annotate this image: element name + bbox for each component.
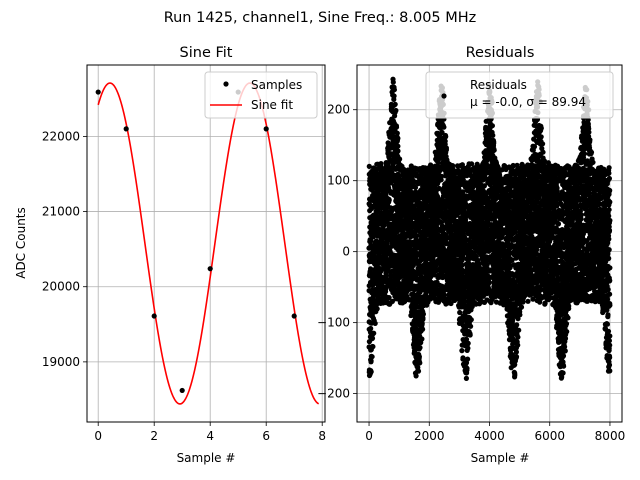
residual-point — [420, 316, 426, 322]
residual-point — [374, 306, 380, 312]
legend-sine-fit-label: Sine fit — [251, 98, 293, 112]
residual-point — [468, 323, 474, 329]
residual-point — [417, 345, 423, 351]
residual-point — [441, 124, 447, 130]
sine-fit-xlabel: Sample # — [177, 451, 236, 465]
residual-point — [513, 354, 520, 360]
sine-fit-xtick-label: 2 — [150, 429, 158, 443]
residual-point — [465, 340, 471, 346]
residual-point — [514, 322, 520, 328]
residual-point — [368, 358, 374, 364]
residual-point — [378, 161, 384, 167]
sample-point — [179, 387, 185, 394]
residual-point — [391, 87, 397, 93]
residual-point — [489, 123, 495, 129]
figure-title: Run 1425, channel1, Sine Freq.: 8.005 MH… — [164, 10, 477, 26]
sample-point — [291, 313, 297, 319]
residual-point — [369, 335, 376, 341]
residual-point — [397, 156, 403, 162]
residual-point — [371, 330, 377, 336]
sine-fit-ytick-label: 19000 — [42, 355, 80, 369]
residual-point — [416, 354, 422, 360]
residual-point — [443, 145, 449, 151]
residual-point — [386, 295, 392, 301]
sample-point — [95, 89, 101, 95]
residual-point — [393, 124, 400, 130]
residual-point — [419, 336, 425, 342]
residual-point — [420, 326, 426, 332]
sine-fit-xtick-label: 4 — [206, 429, 214, 443]
residual-point — [467, 332, 473, 338]
residual-point — [513, 349, 520, 355]
residual-point — [369, 354, 375, 360]
legend-samples-label: Samples — [251, 78, 302, 92]
sine-fit-legend: Samples Sine fit — [204, 71, 318, 119]
sine-fit-xtick-label: 0 — [94, 429, 102, 443]
residuals-title: Residuals — [466, 45, 535, 61]
sample-point — [207, 266, 213, 272]
residual-point — [370, 344, 376, 350]
residual-point — [393, 107, 399, 114]
sine-fit-curve — [97, 82, 320, 405]
residual-point — [490, 132, 496, 138]
residual-point — [368, 266, 374, 272]
residual-point — [389, 298, 395, 304]
residual-point — [442, 138, 448, 144]
residuals-points-group — [366, 76, 613, 381]
residual-point — [366, 163, 372, 169]
residual-point — [512, 372, 518, 378]
residual-point — [420, 311, 426, 317]
sine-fit-legend-box — [204, 71, 318, 119]
sine-fit-frame — [86, 64, 326, 423]
residual-point — [394, 130, 400, 136]
residual-point — [413, 373, 419, 379]
residual-point — [468, 317, 474, 323]
residual-point — [390, 79, 396, 85]
residual-point — [463, 375, 469, 381]
residual-point — [443, 134, 449, 140]
residual-point — [459, 348, 465, 354]
sine-fit-ylabel: ADC Counts — [14, 207, 28, 279]
residual-point — [372, 320, 378, 326]
residual-point — [368, 325, 374, 332]
legend-samples-marker — [223, 81, 229, 87]
sine-fit-xtick-label: 8 — [318, 429, 326, 443]
sample-point — [263, 126, 269, 132]
residual-point — [395, 143, 401, 149]
sine-fit-xtick-label: 6 — [262, 429, 270, 443]
sine-fit-ytick-label: 22000 — [42, 129, 80, 143]
residual-point — [391, 93, 397, 99]
sample-point — [123, 126, 129, 132]
sine-fit-ytick-label: 20000 — [42, 280, 80, 294]
residuals-axes: Residuals 0 2000 4000 6000 8000−200−10001002… — [317, 45, 625, 465]
sample-point — [151, 313, 157, 319]
residual-point — [415, 368, 422, 374]
residual-point — [392, 101, 398, 107]
residual-point — [464, 365, 470, 371]
sine-fit-title: Sine Fit — [180, 45, 233, 61]
sine-fit-ytick-label: 21000 — [42, 205, 80, 219]
residual-point — [395, 135, 401, 141]
residual-point — [491, 147, 497, 153]
residual-point — [417, 360, 423, 366]
residual-point — [491, 140, 497, 146]
sine-fit-curve-group — [97, 82, 320, 405]
residual-point — [486, 279, 492, 285]
residual-point — [465, 356, 471, 362]
residual-point — [386, 197, 392, 203]
residual-point — [465, 345, 471, 351]
sine-fit-axes: Sine Fit 0 2 4 6 8 19000 20000 21000 22000 Sampl… — [14, 45, 326, 465]
sine-fit-gridlines — [87, 65, 325, 422]
sine-fit-ticks: 0 2 4 6 8 19000 20000 21000 22000 — [42, 129, 326, 443]
residual-point — [395, 148, 401, 154]
residual-point — [368, 369, 374, 375]
